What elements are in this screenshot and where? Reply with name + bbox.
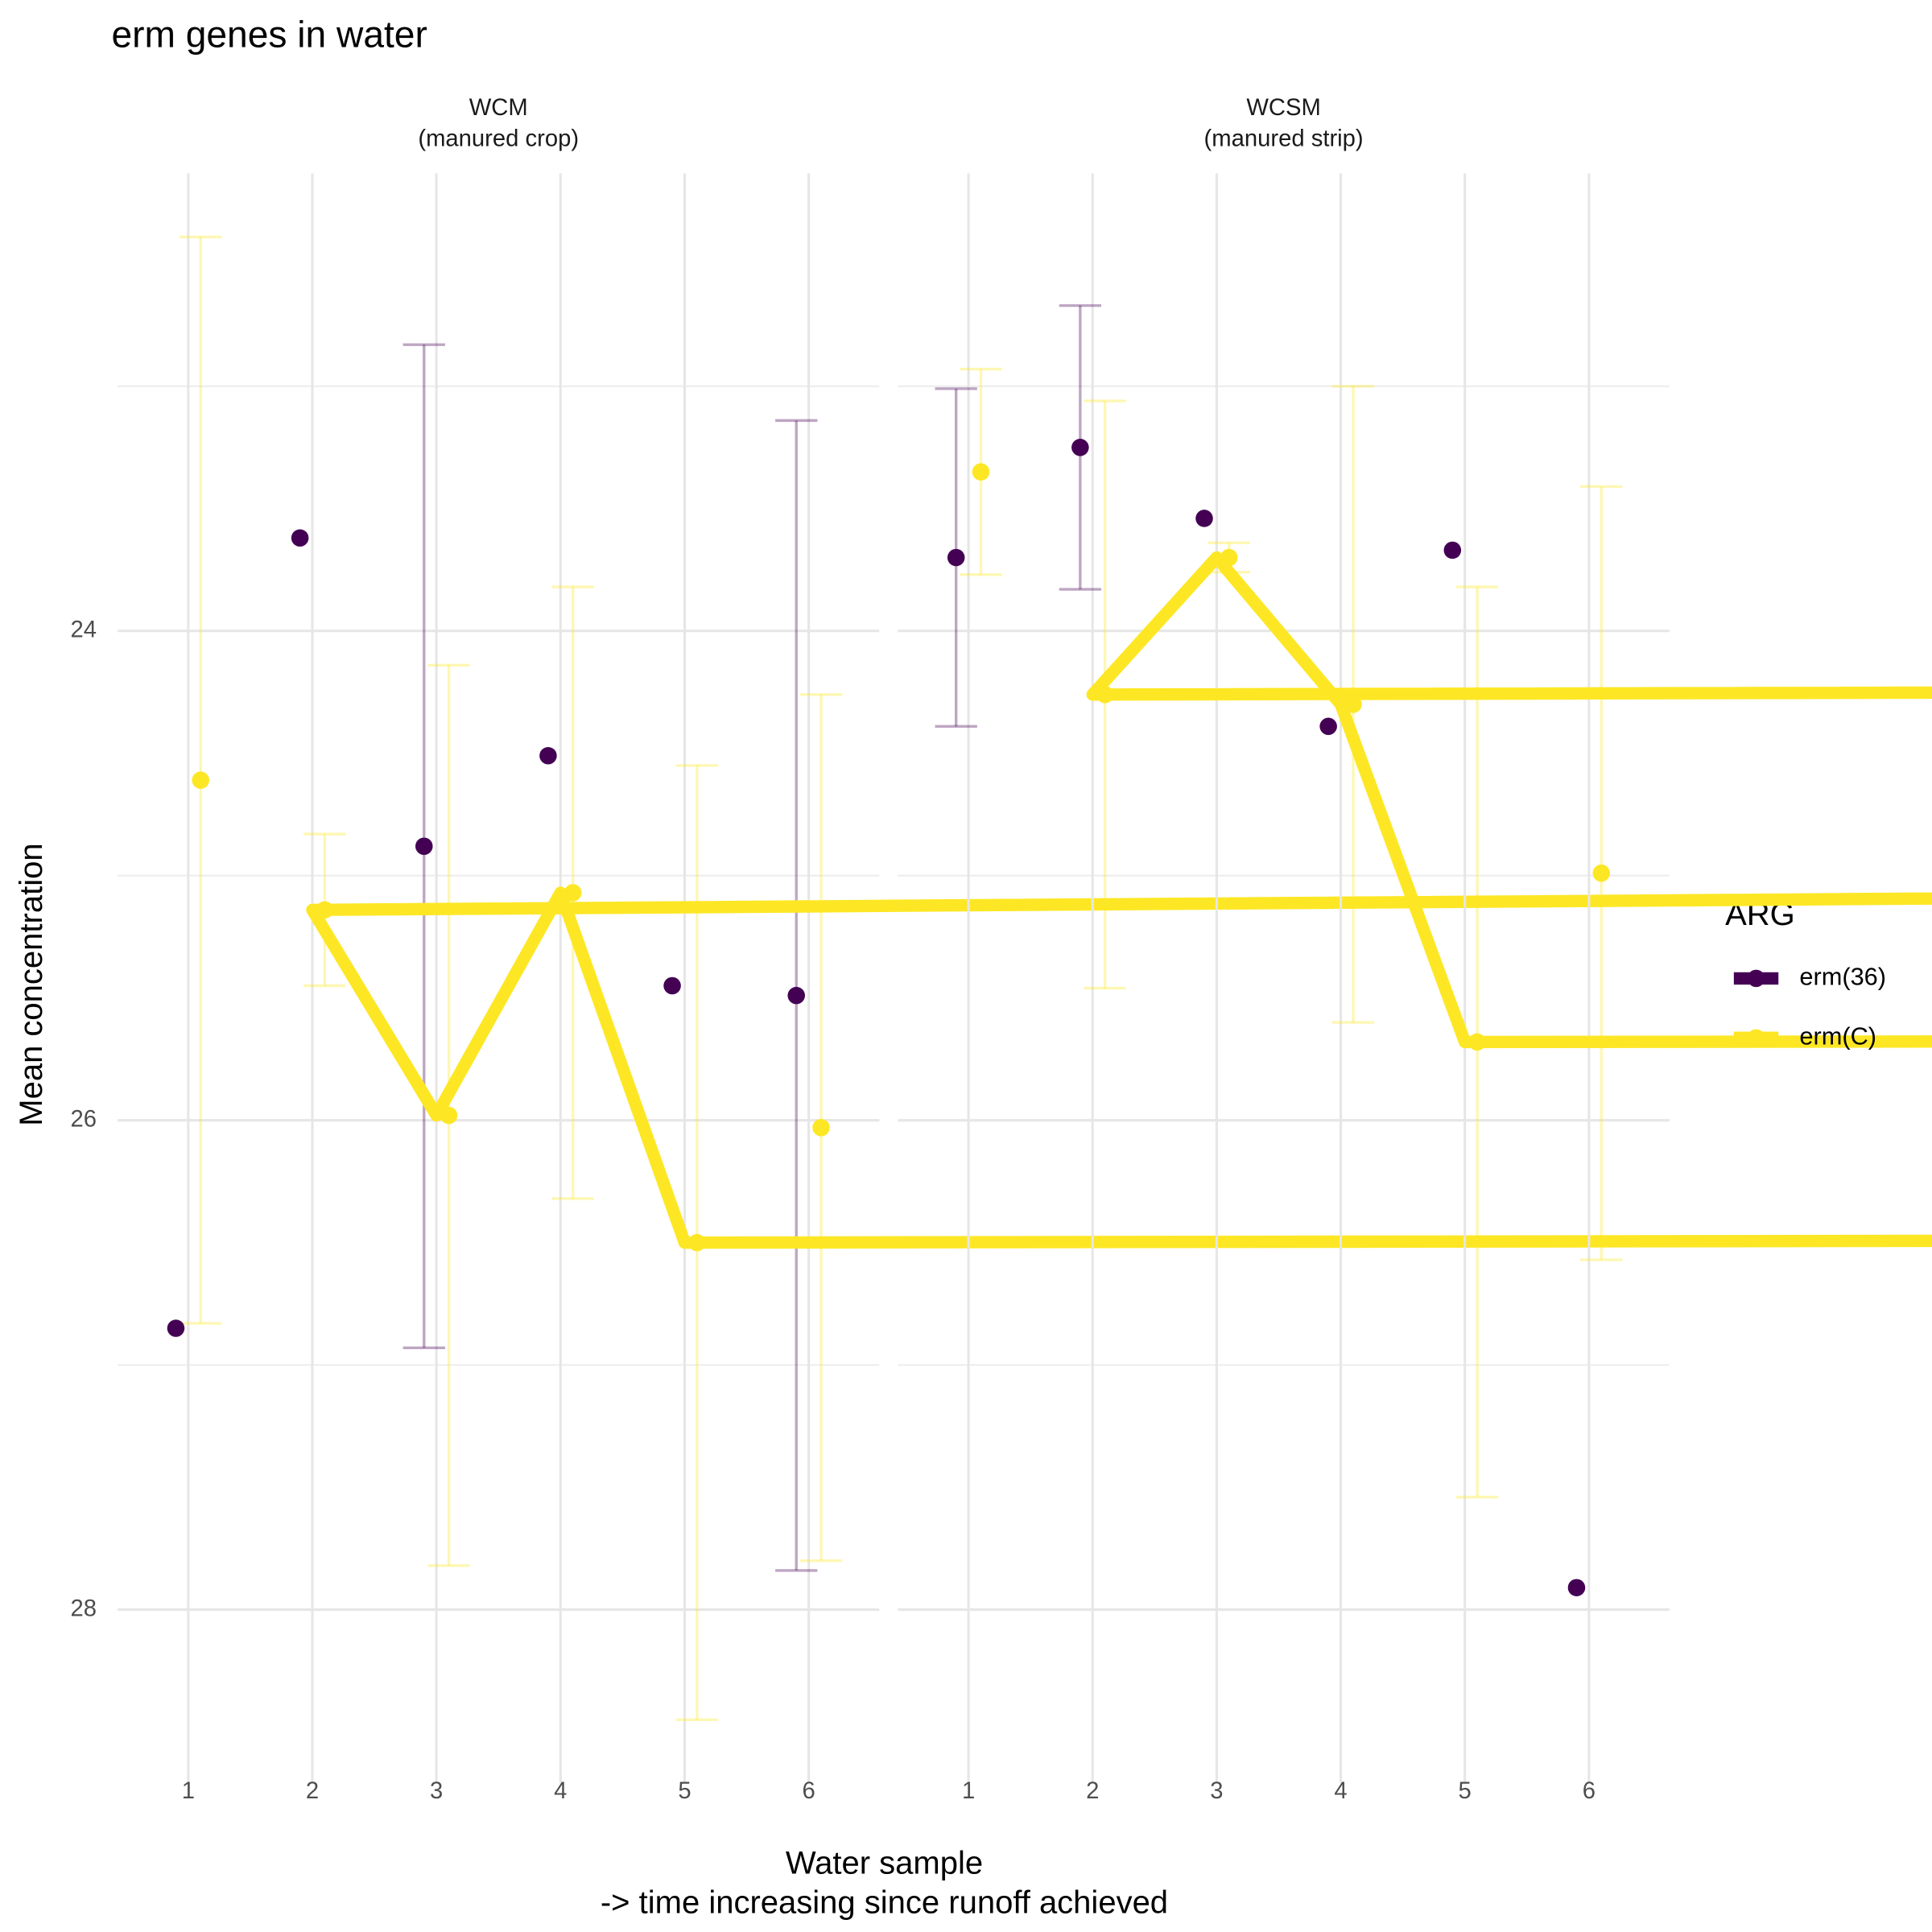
point bbox=[192, 771, 209, 789]
x-tick-label: 1 bbox=[962, 1778, 975, 1804]
point bbox=[415, 837, 433, 856]
point bbox=[316, 901, 334, 919]
point bbox=[167, 1319, 185, 1337]
x-tick-label: 5 bbox=[678, 1778, 691, 1804]
point bbox=[1468, 1033, 1486, 1051]
x-tick-label: 2 bbox=[1086, 1778, 1099, 1804]
legend-label: erm(C) bbox=[1799, 1022, 1876, 1050]
x-tick-label: 3 bbox=[430, 1778, 443, 1804]
point bbox=[1592, 864, 1610, 882]
point bbox=[539, 747, 557, 765]
facet-title: (manured strip) bbox=[1204, 126, 1364, 152]
point bbox=[1071, 439, 1089, 456]
x-axis-label: -> time increasing since runoff achieved bbox=[601, 1885, 1168, 1921]
series-line bbox=[1086, 551, 1932, 1049]
point bbox=[1443, 541, 1462, 559]
series-line bbox=[306, 886, 1932, 1249]
facet-title: (manured crop) bbox=[418, 126, 579, 152]
point bbox=[1220, 548, 1238, 567]
facet-title: WCM bbox=[469, 95, 528, 121]
x-tick-label: 4 bbox=[554, 1778, 567, 1804]
legend-key-point bbox=[1747, 969, 1765, 988]
x-tick-label: 4 bbox=[1334, 1778, 1347, 1804]
point bbox=[688, 1233, 706, 1252]
x-tick-label: 6 bbox=[1583, 1778, 1596, 1804]
point bbox=[291, 529, 309, 547]
point bbox=[947, 548, 965, 567]
point bbox=[972, 463, 990, 481]
x-tick-label: 3 bbox=[1210, 1778, 1223, 1804]
x-axis-label: Water sample bbox=[786, 1845, 983, 1880]
y-tick-label: 26 bbox=[70, 1106, 97, 1132]
point bbox=[440, 1106, 458, 1125]
facet-title: WCSM bbox=[1246, 95, 1321, 121]
point bbox=[1344, 696, 1362, 713]
x-tick-label: 2 bbox=[306, 1778, 319, 1804]
point bbox=[663, 976, 681, 995]
y-tick-label: 28 bbox=[70, 1596, 97, 1621]
point bbox=[1096, 686, 1114, 704]
y-axis-label: Mean concentration bbox=[14, 843, 49, 1125]
x-tick-label: 1 bbox=[182, 1778, 195, 1804]
point bbox=[1319, 717, 1337, 736]
chart-title: erm genes in water bbox=[111, 13, 427, 55]
point bbox=[564, 884, 582, 902]
point bbox=[1195, 510, 1213, 527]
x-tick-label: 5 bbox=[1459, 1778, 1472, 1804]
point bbox=[812, 1119, 830, 1137]
legend-key-point bbox=[1747, 1029, 1765, 1046]
y-tick-label: 24 bbox=[70, 617, 97, 642]
point bbox=[1567, 1579, 1586, 1596]
legend-label: erm(36) bbox=[1799, 963, 1886, 991]
x-tick-label: 6 bbox=[802, 1778, 815, 1804]
point bbox=[787, 986, 805, 1005]
